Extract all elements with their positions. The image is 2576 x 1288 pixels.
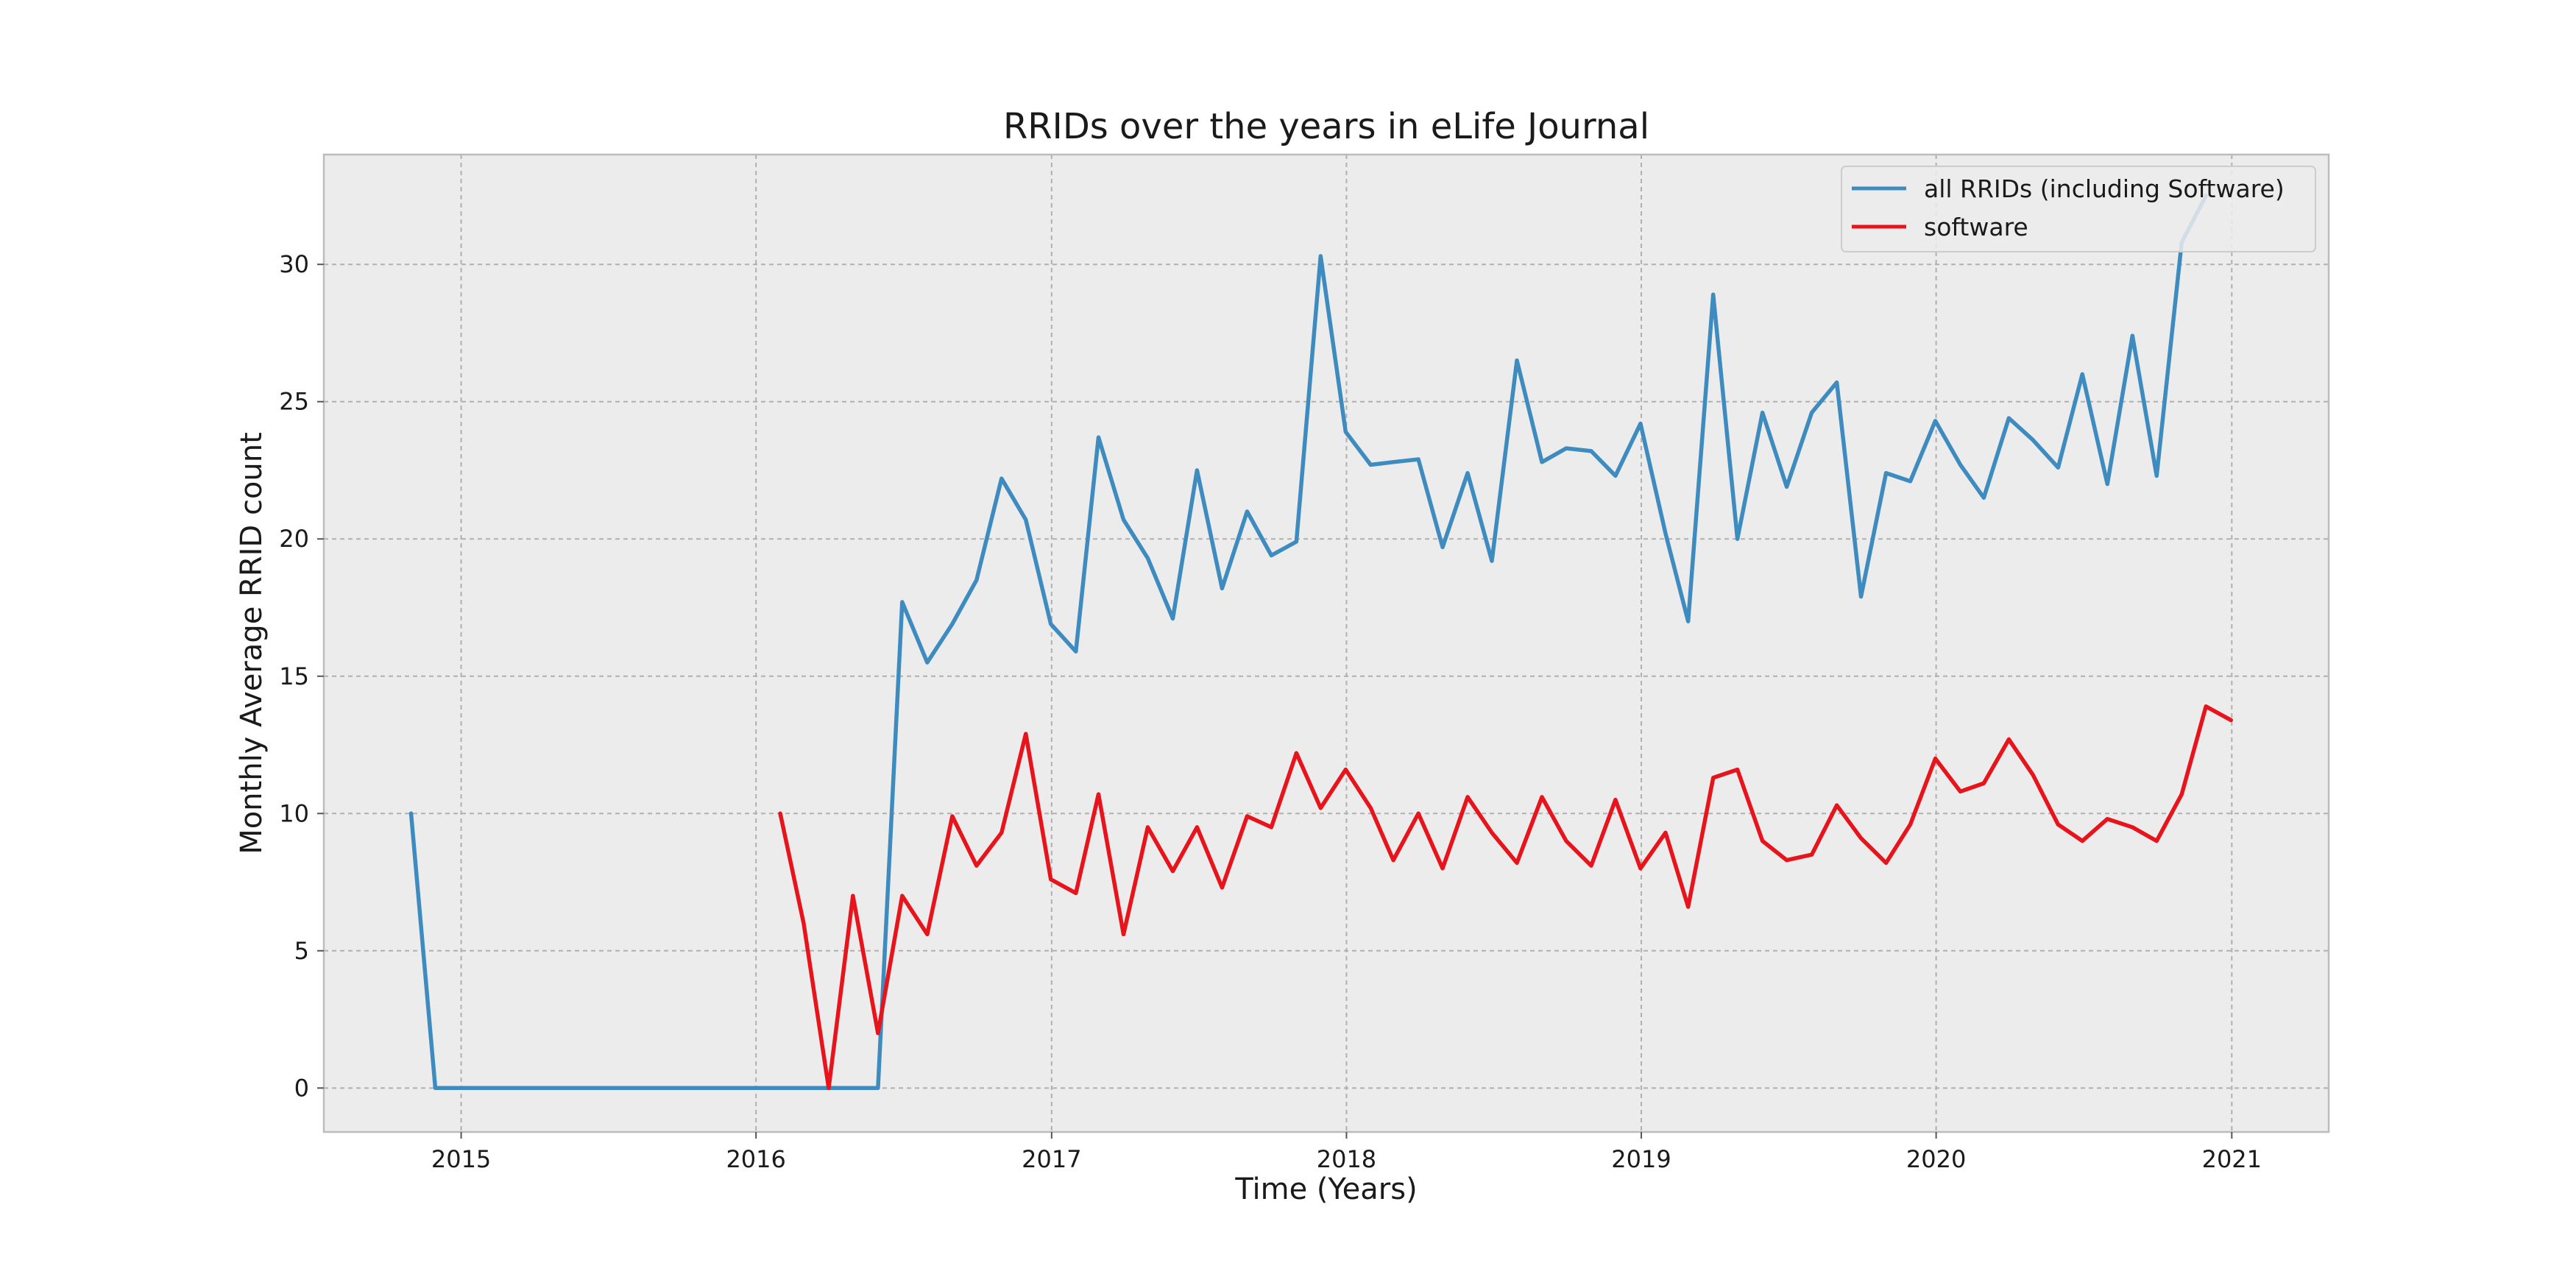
plot-frame: [322, 153, 2330, 1133]
y-tick-label: 0: [294, 1074, 309, 1102]
y-tick-label: 25: [279, 388, 309, 416]
x-tick-label: 2017: [1022, 1145, 1081, 1173]
legend-label-software: software: [1924, 213, 2028, 241]
y-tick-label: 30: [279, 250, 309, 278]
x-tick-label: 2021: [2202, 1145, 2262, 1173]
y-tick-label: 10: [279, 799, 309, 827]
grid: [324, 155, 2329, 1132]
y-tick-label: 5: [294, 937, 309, 965]
y-tick-label: 15: [279, 662, 309, 690]
y-tick-label: 20: [279, 525, 309, 553]
plot-area: [324, 155, 2329, 1132]
legend: all RRIDs (including Software) software: [1841, 166, 2316, 252]
series-layer: [408, 194, 2233, 1091]
legend-box: [1841, 166, 2316, 252]
x-axis-label: Time (Years): [1234, 1172, 1417, 1206]
y-axis-label: Monthly Average RRID count: [235, 432, 269, 854]
x-tick-label: 2018: [1317, 1145, 1376, 1173]
y-axis: 0 5 10 15 20 25 30: [279, 250, 324, 1102]
series-line-software: [778, 704, 2233, 1091]
x-tick-label: 2015: [431, 1145, 491, 1173]
x-tick-label: 2016: [726, 1145, 785, 1173]
legend-label-all-rrids: all RRIDs (including Software): [1924, 174, 2285, 203]
x-tick-label: 2020: [1906, 1145, 1966, 1173]
x-axis: 2015 2016 2017 2018 2019 2020 2021: [431, 1132, 2262, 1173]
x-tick-label: 2019: [1611, 1145, 1671, 1173]
series-line-all-rrids: [408, 194, 2208, 1091]
chart-title: RRIDs over the years in eLife Journal: [1003, 106, 1649, 147]
